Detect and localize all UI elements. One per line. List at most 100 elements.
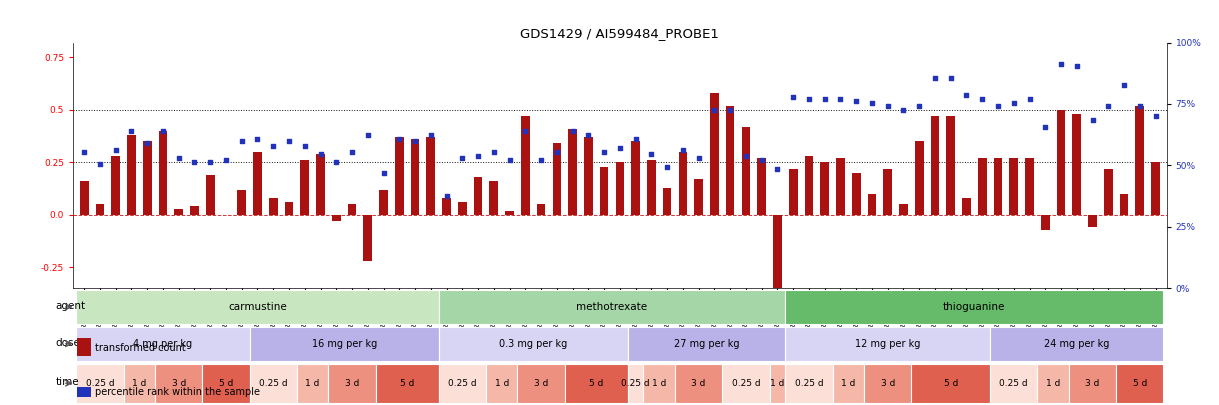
Bar — [254, 152, 262, 215]
Point — [595, 149, 614, 155]
Bar — [628, 364, 644, 403]
Point — [169, 155, 189, 161]
Point — [468, 153, 488, 159]
Bar — [631, 141, 640, 215]
Bar — [442, 198, 451, 215]
Bar — [647, 160, 656, 215]
Bar — [946, 116, 954, 215]
Point — [800, 96, 819, 102]
Bar — [143, 141, 151, 215]
Bar — [912, 364, 990, 403]
Point — [720, 107, 740, 113]
Bar — [978, 158, 986, 215]
Bar — [77, 290, 439, 324]
Text: 1 d: 1 d — [132, 379, 146, 388]
Bar — [375, 364, 439, 403]
Text: 3 d: 3 d — [1085, 379, 1100, 388]
Bar — [1135, 106, 1145, 215]
Bar — [95, 205, 105, 215]
Text: 12 mg per kg: 12 mg per kg — [855, 339, 920, 349]
Point — [1146, 113, 1165, 119]
Point — [90, 161, 110, 168]
Text: 3 d: 3 d — [880, 379, 895, 388]
Bar — [439, 327, 628, 361]
Bar — [1057, 110, 1065, 215]
Text: 0.25 d: 0.25 d — [258, 379, 288, 388]
Point — [185, 159, 205, 166]
Point — [1067, 62, 1086, 69]
Text: 5 d: 5 d — [944, 379, 958, 388]
Text: 5 d: 5 d — [589, 379, 603, 388]
Point — [1114, 81, 1134, 88]
Bar — [757, 158, 766, 215]
Bar — [552, 143, 561, 215]
Bar — [644, 364, 675, 403]
Bar — [584, 137, 592, 215]
Text: 5 d: 5 d — [400, 379, 414, 388]
Point — [830, 96, 850, 102]
Text: 1 d: 1 d — [495, 379, 508, 388]
Bar — [820, 162, 829, 215]
Text: 24 mg per kg: 24 mg per kg — [1045, 339, 1109, 349]
Point — [957, 92, 976, 98]
Bar — [474, 177, 483, 215]
Text: 1 d: 1 d — [1046, 379, 1061, 388]
Point — [579, 132, 599, 138]
Bar — [785, 364, 833, 403]
Text: 5 d: 5 d — [218, 379, 233, 388]
Point — [374, 170, 394, 176]
Bar — [884, 168, 892, 215]
Text: GDS1429 / AI599484_PROBE1: GDS1429 / AI599484_PROBE1 — [521, 28, 719, 40]
Text: transformed count: transformed count — [95, 343, 185, 353]
Point — [611, 144, 630, 151]
Bar — [836, 158, 845, 215]
Point — [816, 96, 835, 102]
Bar — [868, 194, 876, 215]
Text: 3 d: 3 d — [691, 379, 706, 388]
Bar — [1120, 194, 1129, 215]
Point — [909, 102, 929, 109]
Bar — [517, 364, 564, 403]
Point — [122, 128, 141, 134]
Bar — [600, 166, 608, 215]
Text: 3 d: 3 d — [534, 379, 549, 388]
Text: dose: dose — [56, 338, 80, 348]
Bar — [1151, 162, 1160, 215]
Bar — [785, 327, 990, 361]
Text: methotrexate: methotrexate — [577, 302, 647, 312]
Point — [531, 157, 551, 164]
Text: time: time — [56, 377, 79, 387]
Bar — [663, 188, 672, 215]
Point — [154, 128, 173, 134]
Bar — [723, 364, 769, 403]
Text: percentile rank within the sample: percentile rank within the sample — [95, 387, 260, 397]
Bar — [127, 135, 135, 215]
Point — [973, 96, 992, 102]
Bar — [411, 139, 419, 215]
Bar — [616, 162, 624, 215]
Bar — [202, 364, 250, 403]
Bar — [773, 215, 781, 288]
Point — [1130, 102, 1150, 109]
Text: 27 mg per kg: 27 mg per kg — [674, 339, 739, 349]
Text: carmustine: carmustine — [228, 302, 286, 312]
Bar — [250, 364, 297, 403]
Bar — [158, 131, 167, 215]
Bar — [900, 205, 908, 215]
Bar — [915, 141, 924, 215]
Point — [405, 138, 424, 145]
Point — [327, 159, 346, 166]
Point — [1082, 117, 1102, 124]
Bar — [990, 327, 1163, 361]
Point — [705, 107, 724, 113]
Point — [436, 193, 456, 199]
Bar — [174, 209, 183, 215]
Bar — [805, 156, 813, 215]
Text: 0.25 d: 0.25 d — [795, 379, 823, 388]
Bar — [852, 173, 861, 215]
Point — [641, 151, 661, 157]
Bar — [1025, 158, 1034, 215]
Bar — [316, 154, 324, 215]
Point — [1004, 100, 1024, 107]
Text: 0.25 d: 0.25 d — [731, 379, 761, 388]
